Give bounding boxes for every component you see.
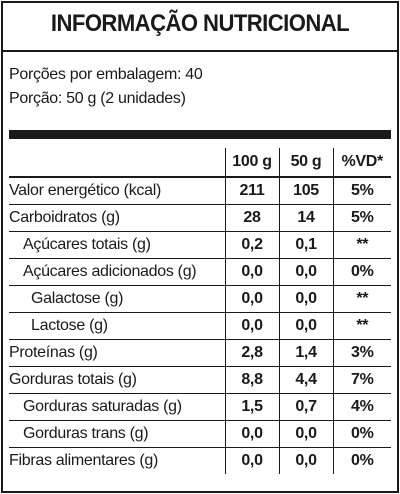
value-100g: 0,0	[224, 285, 279, 313]
table-row: Proteínas (g) 2,8 1,4 3%	[9, 339, 391, 367]
table-row: Carboidratos (g) 28 14 5%	[9, 204, 391, 232]
header-50g: 50 g	[278, 148, 333, 178]
value-100g: 0,0	[224, 312, 279, 340]
value-100g: 8,8	[224, 366, 279, 394]
nutrient-name: Gorduras trans (g)	[9, 420, 225, 448]
value-50g: 105	[278, 177, 333, 205]
header-blank-cell	[9, 148, 225, 178]
table-row: Valor energético (kcal) 211 105 5%	[9, 177, 391, 205]
value-vd: 3%	[332, 339, 391, 367]
value-50g: 0,0	[278, 420, 333, 448]
serving-size: Porção: 50 g (2 unidades)	[9, 90, 186, 107]
value-50g: 0,0	[278, 447, 333, 474]
table-row: Fibras alimentares (g) 0,0 0,0 0%	[9, 447, 391, 474]
value-100g: 2,8	[224, 339, 279, 367]
value-100g: 1,5	[224, 393, 279, 421]
value-100g: 28	[224, 204, 279, 232]
value-100g: 0,0	[224, 420, 279, 448]
nutrient-name: Fibras alimentares (g)	[9, 452, 159, 469]
value-vd: 0%	[332, 447, 391, 474]
value-50g: 0,0	[278, 312, 333, 340]
table-row: Gorduras totais (g) 8,8 4,4 7%	[9, 366, 391, 394]
value-50g: 0,1	[278, 231, 333, 259]
title-divider	[3, 50, 397, 52]
header-vd: %VD*	[332, 148, 391, 178]
value-vd: **	[332, 231, 391, 259]
value-vd: 0%	[332, 258, 391, 286]
value-vd: 5%	[332, 204, 391, 232]
value-100g: 0,2	[224, 231, 279, 259]
header-100g: 100 g	[224, 148, 279, 178]
value-vd: 4%	[332, 393, 391, 421]
value-50g: 0,0	[278, 258, 333, 286]
table-row: Gorduras saturadas (g) 1,5 0,7 4%	[9, 393, 391, 421]
value-100g: 211	[224, 177, 279, 205]
servings-per-pack: Porções por embalagem: 40	[9, 66, 203, 83]
value-50g: 0,7	[278, 393, 333, 421]
table-row: Gorduras trans (g) 0,0 0,0 0%	[9, 420, 391, 448]
table-row: Galactose (g) 0,0 0,0 **	[9, 285, 391, 313]
table-row: Lactose (g) 0,0 0,0 **	[9, 312, 391, 340]
nutrient-name: Proteínas (g)	[9, 339, 225, 367]
nutrient-name: Gorduras totais (g)	[9, 366, 225, 394]
value-50g: 1,4	[278, 339, 333, 367]
nutrient-name: Galactose (g)	[9, 285, 225, 313]
table-row: Açúcares totais (g) 0,2 0,1 **	[9, 231, 391, 259]
value-vd: **	[332, 285, 391, 313]
nutrient-name: Gorduras saturadas (g)	[9, 393, 225, 421]
panel-title: INFORMAÇÃO NUTRICIONAL	[50, 10, 350, 37]
value-vd: 7%	[332, 366, 391, 394]
table-header-row: 100 g 50 g %VD*	[9, 148, 391, 178]
table-row: Açúcares adicionados (g) 0,0 0,0 0%	[9, 258, 391, 286]
nutrient-name: Açúcares adicionados (g)	[9, 258, 225, 286]
value-vd: 0%	[332, 420, 391, 448]
value-50g: 14	[278, 204, 333, 232]
nutrient-name: Valor energético (kcal)	[9, 177, 225, 205]
value-50g: 4,4	[278, 366, 333, 394]
nutrient-name: Lactose (g)	[9, 312, 225, 340]
nutrition-table: 100 g 50 g %VD* Valor energético (kcal) …	[9, 148, 391, 474]
value-100g: 0,0	[224, 258, 279, 286]
value-50g: 0,0	[278, 285, 333, 313]
thick-divider	[9, 130, 391, 139]
nutrient-name: Carboidratos (g)	[9, 204, 225, 232]
value-vd: 5%	[332, 177, 391, 205]
nutrient-name: Açúcares totais (g)	[9, 231, 225, 259]
value-100g: 0,0	[224, 447, 279, 474]
value-vd: **	[332, 312, 391, 340]
